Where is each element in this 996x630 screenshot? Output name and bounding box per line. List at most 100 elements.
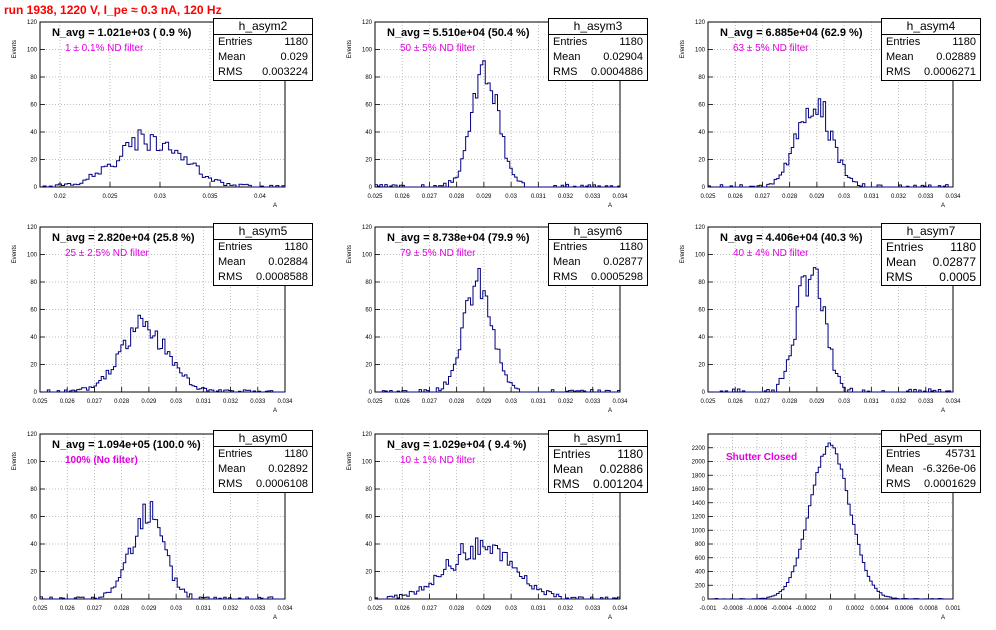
stats-key: RMS <box>218 478 243 490</box>
n-avg-label: N_avg = 5.510e+04 (50.4 %) <box>387 27 530 39</box>
y-tick-label: 40 <box>365 542 372 548</box>
x-tick-label: 0.034 <box>612 399 628 405</box>
x-tick-label: 0.032 <box>558 606 574 612</box>
n-avg-label: N_avg = 1.094e+05 (100.0 %) <box>52 439 201 451</box>
stats-value: 0.02884 <box>268 256 308 268</box>
x-tick-label: 0.031 <box>196 606 212 612</box>
histogram-panel-h_asym5: 0.025 0.026 0.027 0.028 0.029 0.03 0.031 0.032 0… <box>0 223 330 423</box>
x-tick-label: 0.031 <box>864 399 880 405</box>
stats-key: RMS <box>218 271 243 283</box>
x-tick-label: 0.028 <box>449 399 465 405</box>
x-tick-label: 0.028 <box>449 606 465 612</box>
histogram-panel-h_asym4: 0.025 0.026 0.027 0.028 0.029 0.03 0.031 0.032 0… <box>668 18 996 218</box>
y-tick-label: 60 <box>698 308 705 314</box>
stats-key: Mean <box>218 256 246 268</box>
y-tick-label: 400 <box>695 570 706 576</box>
histogram-name: h_asym4 <box>882 19 980 35</box>
stats-row-rms: RMS 0.0005298 <box>549 270 647 285</box>
stats-value: 0.0005 <box>939 270 976 284</box>
filter-label: 100% (No filter) <box>65 455 138 466</box>
x-tick-label: -0.001 <box>699 606 717 612</box>
stats-value: 0.001204 <box>592 477 643 491</box>
histogram-name: h_asym3 <box>549 19 647 35</box>
y-tick-label: 120 <box>27 432 38 438</box>
stats-key: RMS <box>553 477 580 491</box>
stats-key: Mean <box>886 51 914 63</box>
stats-row-rms: RMS 0.0005 <box>882 270 980 285</box>
y-tick-label: 40 <box>698 130 705 136</box>
histogram-line <box>39 501 285 600</box>
y-tick-label: 100 <box>362 253 373 259</box>
y-tick-label: 60 <box>30 308 37 314</box>
stats-value: 1180 <box>950 240 976 254</box>
stats-value: 1180 <box>617 447 643 461</box>
histogram-name: hPed_asym <box>882 431 980 447</box>
y-tick-label: 20 <box>30 570 37 576</box>
histogram-panel-h_asym3: 0.025 0.026 0.027 0.028 0.029 0.03 0.031 0.032 0… <box>335 18 665 218</box>
y-tick-label: 0 <box>34 597 38 603</box>
y-tick-label: 20 <box>698 158 705 164</box>
stats-box: hPed_asym Entries 45731 Mean -6.326e-06 RMS 0.… <box>881 430 981 493</box>
x-tick-label: 0.029 <box>476 399 492 405</box>
x-tick-label: 0.034 <box>277 399 293 405</box>
x-axis-label: A <box>941 408 945 414</box>
y-tick-label: 800 <box>695 542 706 548</box>
x-axis-label: A <box>273 615 277 621</box>
y-tick-label: 80 <box>365 487 372 493</box>
x-tick-label: 0.035 <box>202 194 218 200</box>
x-tick-label: 0.025 <box>367 194 383 200</box>
y-tick-label: 120 <box>695 20 706 26</box>
stats-row-entries: Entries 1180 <box>214 447 312 462</box>
y-tick-label: 0 <box>369 390 373 396</box>
x-tick-label: 0.026 <box>395 606 411 612</box>
stats-value: 0.0006271 <box>924 66 976 78</box>
stats-box: h_asym6 Entries 1180 Mean 0.02877 RMS 0.000529… <box>548 223 648 286</box>
x-tick-label: 0.03 <box>838 399 850 405</box>
x-tick-label: 0.025 <box>367 606 383 612</box>
stats-value: 1180 <box>619 36 643 48</box>
x-tick-label: 0.0008 <box>919 606 938 612</box>
x-tick-label: 0.04 <box>254 194 266 200</box>
stats-value: 0.02904 <box>603 51 643 63</box>
stats-key: Mean <box>218 463 246 475</box>
y-tick-label: 40 <box>365 335 372 341</box>
run-title: run 1938, 1220 V, I_pe ≈ 0.3 nA, 120 Hz <box>4 3 222 17</box>
n-avg-label: N_avg = 1.021e+03 ( 0.9 %) <box>52 27 192 39</box>
y-tick-label: 80 <box>30 75 37 81</box>
y-tick-label: 60 <box>30 515 37 521</box>
stats-key: RMS <box>886 478 911 490</box>
y-tick-label: 80 <box>365 280 372 286</box>
x-tick-label: 0.032 <box>558 399 574 405</box>
stats-row-entries: Entries 1180 <box>214 240 312 255</box>
stats-row-entries: Entries 1180 <box>549 35 647 50</box>
y-tick-label: 40 <box>365 130 372 136</box>
x-tick-label: 0.028 <box>114 606 130 612</box>
x-axis-label: A <box>941 615 945 621</box>
x-tick-label: 0.034 <box>277 606 293 612</box>
x-tick-label: 0.03 <box>505 399 517 405</box>
stats-row-mean: Mean 0.02877 <box>882 255 980 270</box>
x-axis-label: A <box>608 615 612 621</box>
stats-box: h_asym4 Entries 1180 Mean 0.02889 RMS 0.000627… <box>881 18 981 81</box>
x-tick-label: 0.025 <box>367 399 383 405</box>
stats-box: h_asym7 Entries 1180 Mean 0.02877 RMS 0.0005 <box>881 223 981 286</box>
x-tick-label: 0.03 <box>505 194 517 200</box>
y-tick-label: 200 <box>695 583 706 589</box>
stats-row-rms: RMS 0.0006271 <box>882 65 980 80</box>
x-tick-label: -0.0008 <box>722 606 743 612</box>
x-tick-label: 0.028 <box>782 194 798 200</box>
stats-value: 0.0005298 <box>591 271 643 283</box>
stats-value: 0.0006108 <box>256 478 308 490</box>
filter-label: 63 ± 5% ND filter <box>733 43 809 54</box>
stats-key: RMS <box>553 66 578 78</box>
stats-key: Entries <box>886 240 924 254</box>
histogram-line <box>374 537 621 600</box>
x-tick-label: 0.03 <box>154 194 166 200</box>
y-axis-label: Events <box>12 452 18 470</box>
x-tick-label: 0.027 <box>422 606 438 612</box>
histogram-svg: 0.025 0.026 0.027 0.028 0.029 0.03 0.031 0.032 0… <box>680 225 961 414</box>
y-tick-label: 40 <box>698 335 705 341</box>
stats-value: 0.0008588 <box>256 271 308 283</box>
x-tick-label: 0.027 <box>422 399 438 405</box>
stats-key: Entries <box>218 36 253 48</box>
